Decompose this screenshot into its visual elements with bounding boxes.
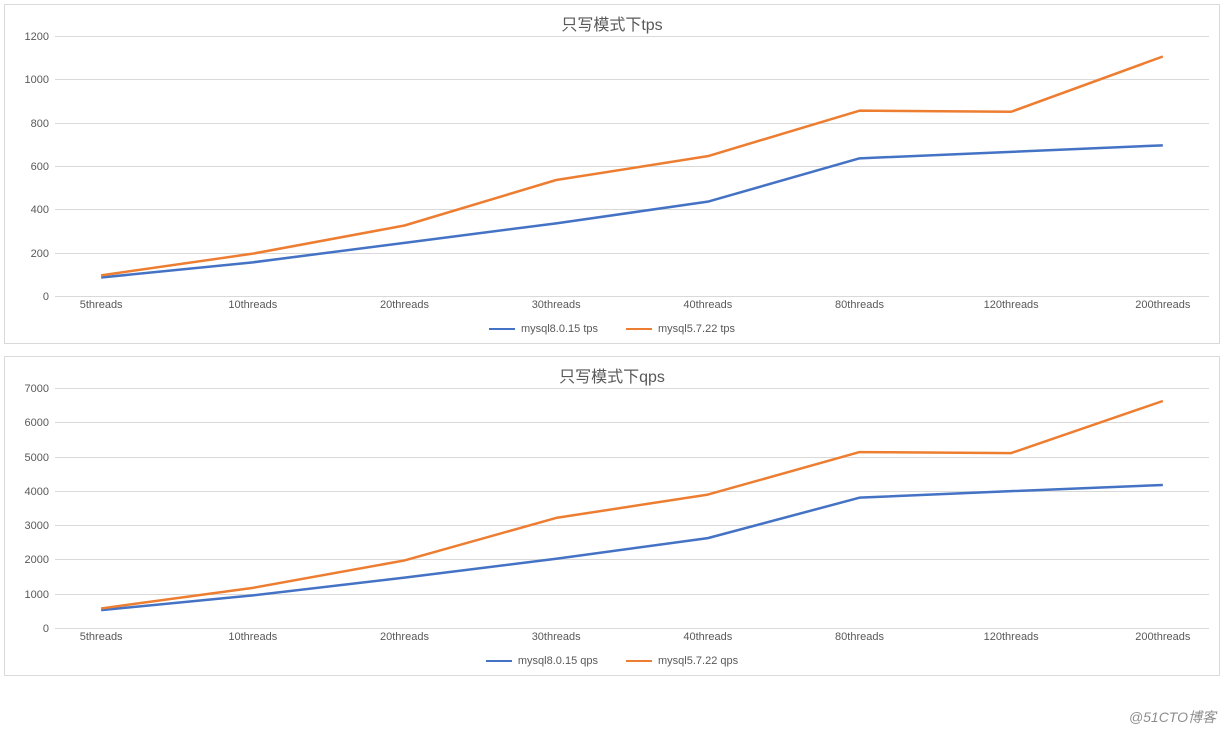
x-tick-label: 200threads bbox=[1135, 299, 1190, 311]
plot-area bbox=[55, 37, 1209, 297]
y-tick-label: 400 bbox=[31, 204, 49, 216]
x-tick-label: 10threads bbox=[228, 631, 277, 643]
y-tick-label: 0 bbox=[43, 291, 49, 303]
series-line-1 bbox=[101, 57, 1163, 276]
series-line-0 bbox=[101, 485, 1163, 610]
x-tick-label: 200threads bbox=[1135, 631, 1190, 643]
y-tick-label: 1200 bbox=[25, 31, 49, 43]
legend-label: mysql8.0.15 tps bbox=[521, 323, 598, 335]
legend-swatch bbox=[489, 328, 515, 330]
legend-label: mysql5.7.22 tps bbox=[658, 323, 735, 335]
series-line-1 bbox=[101, 401, 1163, 608]
y-tick-label: 3000 bbox=[25, 520, 49, 532]
y-tick-label: 6000 bbox=[25, 417, 49, 429]
legend-label: mysql5.7.22 qps bbox=[658, 655, 738, 667]
chart-title: 只写模式下tps bbox=[5, 5, 1219, 37]
x-axis: 5threads 10threads 20threads 30threads 40thr… bbox=[55, 297, 1209, 317]
chart-title: 只写模式下qps bbox=[5, 357, 1219, 389]
x-tick-label: 40threads bbox=[683, 631, 732, 643]
chart-container-0: 只写模式下tps 0 200 400 600 800 1000 1200 5threads 10t… bbox=[4, 4, 1220, 344]
x-tick-label: 20threads bbox=[380, 299, 429, 311]
legend: mysql8.0.15 qps mysql5.7.22 qps bbox=[5, 649, 1219, 675]
x-tick-label: 5threads bbox=[80, 299, 123, 311]
x-tick-label: 30threads bbox=[532, 631, 581, 643]
y-tick-label: 1000 bbox=[25, 74, 49, 86]
x-axis: 5threads 10threads 20threads 30threads 40thr… bbox=[55, 629, 1209, 649]
x-tick-label: 80threads bbox=[835, 299, 884, 311]
y-tick-label: 1000 bbox=[25, 589, 49, 601]
y-tick-label: 200 bbox=[31, 248, 49, 260]
y-tick-label: 2000 bbox=[25, 554, 49, 566]
x-tick-label: 30threads bbox=[532, 299, 581, 311]
x-tick-label: 80threads bbox=[835, 631, 884, 643]
chart-lines-svg bbox=[55, 389, 1209, 629]
series-line-0 bbox=[101, 145, 1163, 277]
y-tick-label: 800 bbox=[31, 118, 49, 130]
x-tick-label: 10threads bbox=[228, 299, 277, 311]
chart-lines-svg bbox=[55, 37, 1209, 297]
y-tick-label: 0 bbox=[43, 623, 49, 635]
legend: mysql8.0.15 tps mysql5.7.22 tps bbox=[5, 317, 1219, 343]
legend-item: mysql5.7.22 qps bbox=[626, 655, 738, 667]
x-tick-label: 20threads bbox=[380, 631, 429, 643]
legend-swatch bbox=[486, 660, 512, 662]
chart-container-1: 只写模式下qps 0 1000 2000 3000 4000 5000 6000 7000 5th… bbox=[4, 356, 1220, 676]
y-tick-label: 5000 bbox=[25, 452, 49, 464]
plot-area bbox=[55, 389, 1209, 629]
x-tick-label: 120threads bbox=[984, 299, 1039, 311]
x-tick-label: 120threads bbox=[984, 631, 1039, 643]
legend-item: mysql8.0.15 qps bbox=[486, 655, 598, 667]
y-axis: 020040060080010001200 bbox=[5, 37, 55, 297]
x-tick-label: 40threads bbox=[683, 299, 732, 311]
y-tick-label: 7000 bbox=[25, 383, 49, 395]
legend-label: mysql8.0.15 qps bbox=[518, 655, 598, 667]
y-tick-label: 600 bbox=[31, 161, 49, 173]
x-tick-label: 5threads bbox=[80, 631, 123, 643]
watermark: @51CTO博客 bbox=[1129, 707, 1216, 727]
y-tick-label: 4000 bbox=[25, 486, 49, 498]
y-axis: 01000200030004000500060007000 bbox=[5, 389, 55, 629]
legend-swatch bbox=[626, 660, 652, 662]
legend-item: mysql8.0.15 tps bbox=[489, 323, 598, 335]
legend-swatch bbox=[626, 328, 652, 330]
legend-item: mysql5.7.22 tps bbox=[626, 323, 735, 335]
